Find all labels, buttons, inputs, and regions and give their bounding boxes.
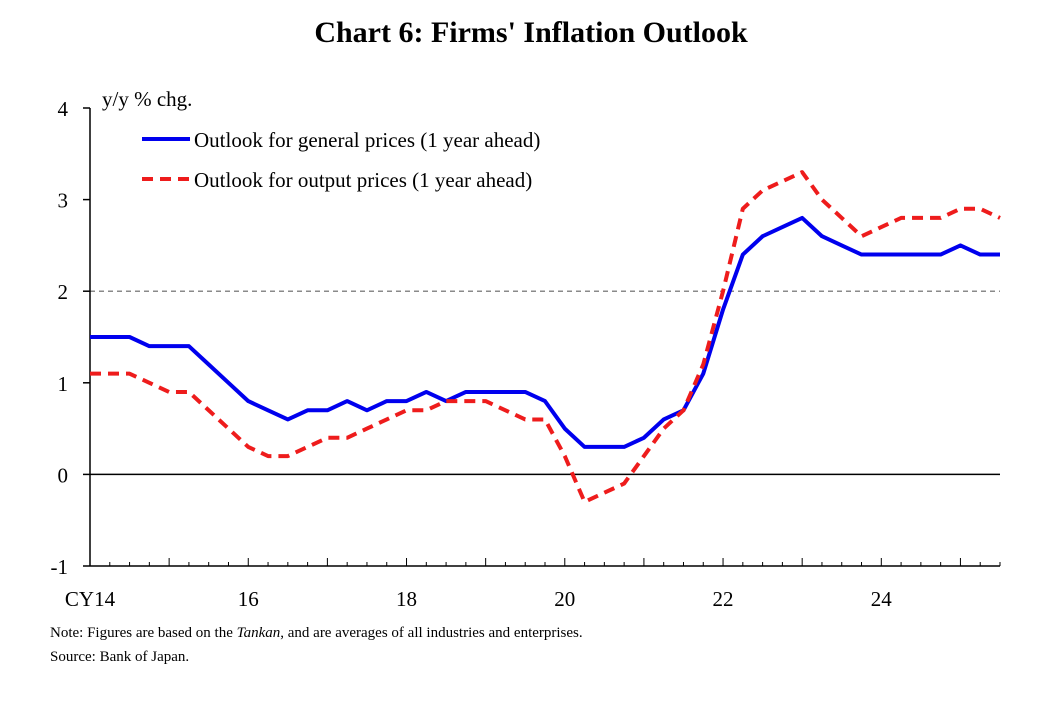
y-tick-label: 1 <box>58 372 69 396</box>
legend: Outlook for general prices (1 year ahead… <box>142 128 540 192</box>
chart-note: Note: Figures are based on the Tankan, a… <box>50 622 583 644</box>
x-tick-label: CY14 <box>65 587 116 611</box>
x-tick-label: 16 <box>238 587 259 611</box>
legend-entry-general-prices: Outlook for general prices (1 year ahead… <box>194 128 540 152</box>
y-tick-label: 4 <box>58 97 69 121</box>
x-tick-label: 18 <box>396 587 417 611</box>
x-tick-label: 20 <box>554 587 575 611</box>
note-suffix: , and are averages of all industries and… <box>280 625 583 641</box>
y-tick-label: 2 <box>58 280 69 304</box>
reference-lines <box>90 290 1000 476</box>
note-tankan: Tankan <box>236 625 281 641</box>
note-prefix: Note: Figures are based on the <box>50 625 237 641</box>
series-line-general-prices <box>90 215 1000 449</box>
y-tick-label: -1 <box>51 555 69 579</box>
y-tick-label: 3 <box>58 189 69 213</box>
x-tick-label: 24 <box>871 587 893 611</box>
chart-title: Chart 6: Firms' Inflation Outlook <box>314 16 748 49</box>
chart-source: Source: Bank of Japan. <box>50 649 190 665</box>
y-tick-label: 0 <box>58 463 69 487</box>
y-axis-label: y/y % chg. <box>102 87 192 111</box>
legend-entry-output-prices: Outlook for output prices (1 year ahead) <box>194 168 532 192</box>
x-tick-label: 22 <box>713 587 734 611</box>
series-lines <box>90 170 1001 504</box>
series-line-output-prices <box>90 170 1001 504</box>
